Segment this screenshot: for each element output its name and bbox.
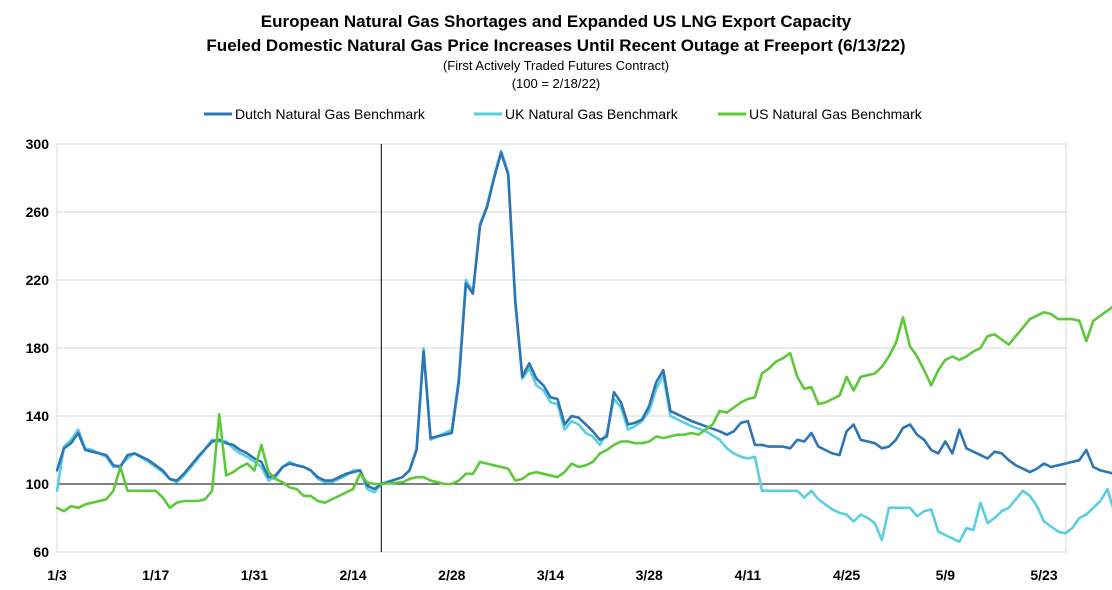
x-tick-label-1-3: 1/3 [47,567,67,583]
legend-label-uk: UK Natural Gas Benchmark [505,106,679,122]
chart-subtitle-line-2: (100 = 2/18/22) [512,76,601,91]
legend-label-dutch: Dutch Natural Gas Benchmark [235,106,426,122]
y-tick-label-260: 260 [26,204,50,220]
x-tick-label-1-17: 1/17 [142,567,169,583]
x-tick-label-4-11: 4/11 [735,567,762,583]
x-tick-label-2-28: 2/28 [438,567,465,583]
x-tick-labels: 1/3 1/17 1/31 2/14 2/28 3/14 3/28 4/11 4/25 5/9 5/… [47,567,1058,583]
y-tick-label-60: 60 [33,544,49,560]
x-tick-label-2-14: 2/14 [339,567,366,583]
chart-title-line-2: Fueled Domestic Natural Gas Price Increa… [206,36,905,55]
x-tick-label-3-14: 3/14 [537,567,564,583]
x-tick-label-4-25: 4/25 [833,567,860,583]
dutch-benchmark-line [55,151,1112,491]
uk-benchmark-line [55,149,1112,544]
x-tick-label-3-28: 3/28 [636,567,663,583]
plot-area: 60 100 140 180 220 260 300 1/3 1/17 1/31 2/14 2/28… [26,136,1112,583]
chart-title: European Natural Gas Shortages and Expan… [261,12,852,31]
us-benchmark-line [55,305,1112,513]
x-tick-label-1-31: 1/31 [241,567,268,583]
x-tick-label-5-9: 5/9 [936,567,956,583]
y-tick-label-100: 100 [26,476,50,492]
series-lines [55,149,1112,544]
legend-label-us: US Natural Gas Benchmark [749,106,923,122]
legend: Dutch Natural Gas Benchmark UK Natural G… [204,106,923,122]
y-gridlines [57,143,1066,553]
y-tick-labels: 60 100 140 180 220 260 300 [26,136,50,560]
chart-subtitle: (First Actively Traded Futures Contract) [443,58,669,73]
y-tick-label-180: 180 [26,340,50,356]
y-tick-label-220: 220 [26,272,50,288]
y-tick-label-140: 140 [26,408,50,424]
y-tick-label-300: 300 [26,136,50,152]
x-tick-label-5-23: 5/23 [1030,567,1057,583]
